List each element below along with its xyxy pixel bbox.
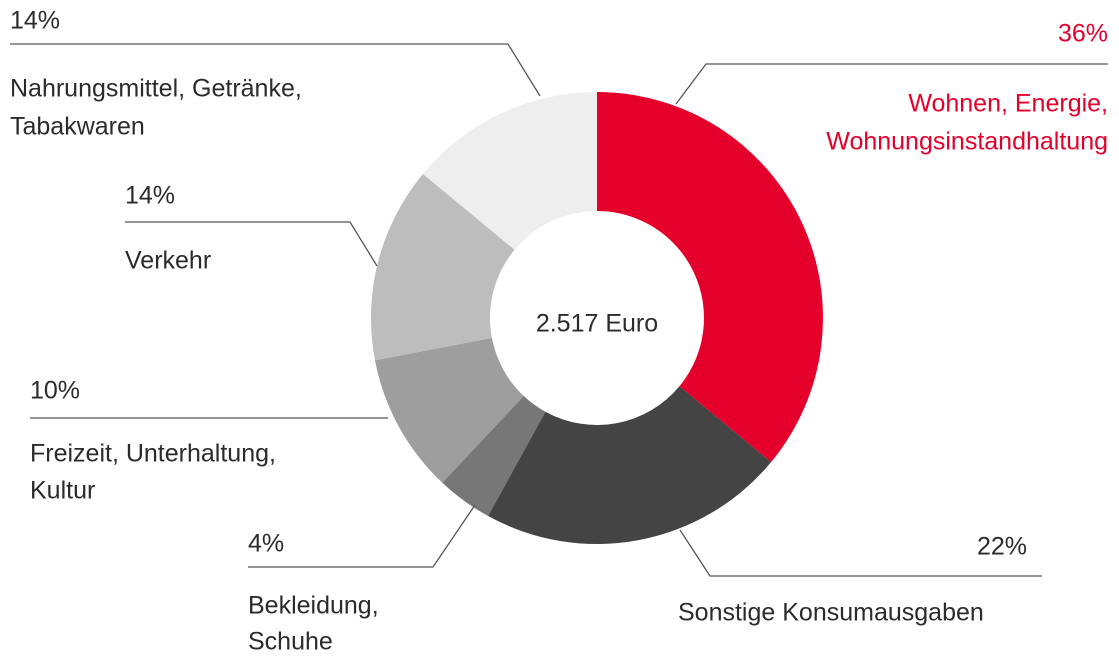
percent-label: 10% <box>30 377 80 405</box>
percent-label: 22% <box>977 533 1027 561</box>
donut-slice <box>442 395 546 517</box>
category-label: Sonstige Konsumausgaben <box>678 599 984 627</box>
category-label: Wohnungsinstandhaltung <box>826 128 1108 156</box>
category-label: Wohnen, Energie, <box>908 90 1108 118</box>
donut-slice <box>422 92 597 250</box>
percent-label: 4% <box>248 530 284 558</box>
percent-label: 36% <box>1058 20 1108 48</box>
center-label: 2.517 Euro <box>536 310 658 338</box>
leader-line <box>675 63 1108 105</box>
donut-slice <box>371 173 515 361</box>
category-label: Kultur <box>30 477 95 505</box>
category-label: Verkehr <box>125 247 211 275</box>
leader-line <box>10 43 541 97</box>
leader-line <box>125 221 378 267</box>
category-label: Tabakwaren <box>10 113 145 141</box>
donut-slice <box>597 92 823 463</box>
donut-slice <box>488 386 772 544</box>
category-label: Freizeit, Unterhaltung, <box>30 440 276 468</box>
category-label: Schuhe <box>248 628 333 656</box>
category-label: Nahrungsmittel, Getränke, <box>10 75 302 103</box>
percent-label: 14% <box>10 7 60 35</box>
percent-label: 14% <box>125 182 175 210</box>
category-label: Bekleidung, <box>248 592 379 620</box>
leader-line <box>679 529 1042 577</box>
leader-line <box>248 504 476 568</box>
donut-slice <box>375 338 524 483</box>
